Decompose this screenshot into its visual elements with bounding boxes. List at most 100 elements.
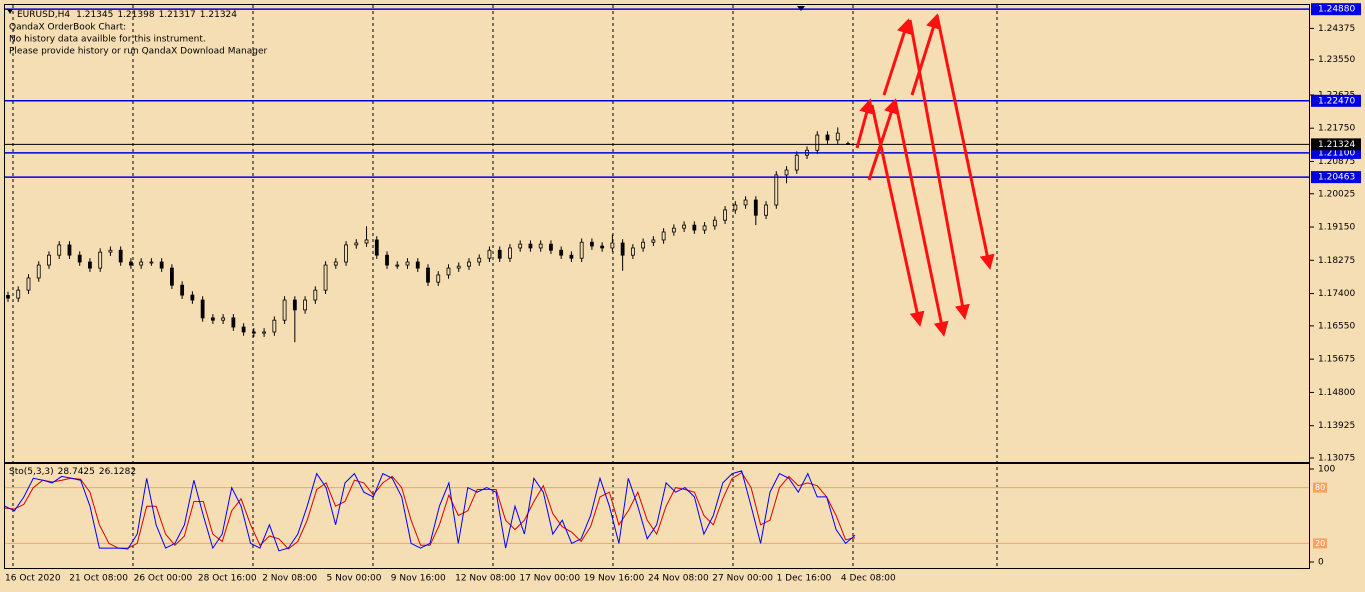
main-value: 28.7425: [58, 467, 95, 477]
candle-body: [262, 331, 266, 334]
oscillator-line: [4, 470, 856, 552]
x-tick-label: 21 Oct 08:00: [69, 574, 128, 584]
chart-header: EURUSD,H4 1.21345 1.21398 1.21317 1.21324: [17, 10, 237, 20]
candle-body: [497, 249, 502, 259]
candle-body: [57, 244, 62, 256]
candle-body: [118, 249, 123, 263]
level-tag: [1313, 538, 1327, 549]
price-panel: [4, 4, 1310, 463]
candle-body: [794, 154, 799, 171]
y-tick-label: 1.18275: [1318, 256, 1355, 266]
candle-body: [600, 245, 605, 249]
candle-body: [251, 331, 256, 334]
candle-body: [538, 243, 543, 249]
candle-body: [88, 261, 92, 269]
candle-body: [364, 239, 369, 244]
candle-body: [467, 261, 471, 267]
x-tick-label: 17 Nov 00:00: [519, 574, 580, 584]
candle-body: [385, 254, 389, 266]
y-tick-label: 1.17400: [1318, 289, 1355, 299]
candle-body: [436, 274, 441, 283]
candle-body: [549, 243, 553, 251]
y-tick-label: 100: [1318, 464, 1335, 474]
candle-body: [374, 239, 379, 256]
y-tick-label: 1.15675: [1318, 355, 1355, 365]
candle-body: [590, 241, 594, 247]
candle-body: [559, 249, 564, 256]
candle-body: [641, 241, 646, 249]
y-tick-label: 1.14800: [1318, 388, 1355, 398]
candle-body: [354, 242, 359, 246]
candle-body: [712, 219, 717, 227]
candle-body: [723, 209, 727, 221]
x-tick-label: 16 Oct 2020: [5, 574, 61, 584]
candle-body: [159, 261, 164, 269]
candle-body: [210, 317, 215, 321]
oscillator-line: [4, 472, 856, 550]
candle-body: [170, 267, 174, 286]
candle-body: [200, 299, 205, 319]
candle-body: [610, 242, 615, 249]
candle-body: [446, 267, 451, 276]
x-tick-label: 24 Nov 08:00: [648, 574, 709, 584]
candle-body: [508, 247, 512, 259]
candle-body: [395, 264, 400, 267]
candle-body: [149, 261, 154, 264]
level-tag: [1311, 3, 1361, 16]
candle-body: [16, 289, 21, 299]
open: 1.21345: [76, 10, 113, 20]
candle-body: [292, 299, 297, 311]
candle-body: [702, 225, 707, 231]
level-tag: [1313, 482, 1327, 493]
level-tag: [1311, 94, 1361, 107]
x-tick-label: 5 Nov 00:00: [327, 574, 382, 584]
y-tick-label: 1.20025: [1318, 189, 1355, 199]
y-tick-label: 1.19150: [1318, 223, 1355, 233]
oscillator-panel: [4, 463, 1310, 569]
candle-body: [518, 243, 523, 249]
low: 1.21317: [159, 10, 196, 20]
candle-body: [344, 244, 348, 263]
level-label: 1.21100: [1318, 148, 1355, 158]
candle-body: [661, 231, 666, 241]
candle-body: [47, 254, 51, 266]
candle-body: [108, 249, 113, 253]
x-tick-label: 9 Nov 16:00: [391, 574, 446, 584]
candle-body: [825, 134, 830, 141]
info-line: QandaX OrderBook Chart:: [9, 23, 126, 33]
bid-tag: [1311, 138, 1361, 151]
candle-body: [190, 294, 195, 301]
candle-body: [313, 289, 318, 301]
candle-body: [405, 261, 410, 266]
vertical-grid: [12, 5, 998, 568]
annotation-arrows: [855, 13, 995, 337]
candle-body: [241, 326, 246, 333]
candle-body: [36, 264, 41, 279]
candle-body: [323, 264, 328, 291]
candle-body: [671, 227, 676, 233]
info-line: No history data availble for this instru…: [9, 35, 206, 45]
close: 1.21324: [200, 10, 237, 20]
level-label: 20: [1315, 539, 1325, 548]
candle-body: [733, 204, 738, 211]
x-tick-label: 1 Dec 16:00: [777, 574, 832, 584]
candle-body: [426, 267, 430, 283]
candle-body: [98, 251, 103, 269]
level-label: 1.20463: [1318, 173, 1355, 183]
level-label: 1.24880: [1318, 5, 1355, 15]
bid-label: 1.21324: [1318, 140, 1355, 150]
candle-body: [77, 254, 82, 263]
collapse-icon[interactable]: [7, 9, 13, 14]
candle-body: [784, 169, 789, 176]
candle-body: [528, 243, 533, 249]
oscillator-label: Sto(5,3,3) 28.7425 26.1282: [9, 467, 136, 477]
candle-body: [6, 295, 10, 299]
candle-body: [333, 261, 338, 266]
x-tick-label: 2 Nov 08:00: [262, 574, 317, 584]
candle-body: [415, 261, 420, 269]
candle-body: [272, 319, 277, 333]
candle-body: [620, 242, 625, 256]
candle-body: [774, 174, 779, 206]
